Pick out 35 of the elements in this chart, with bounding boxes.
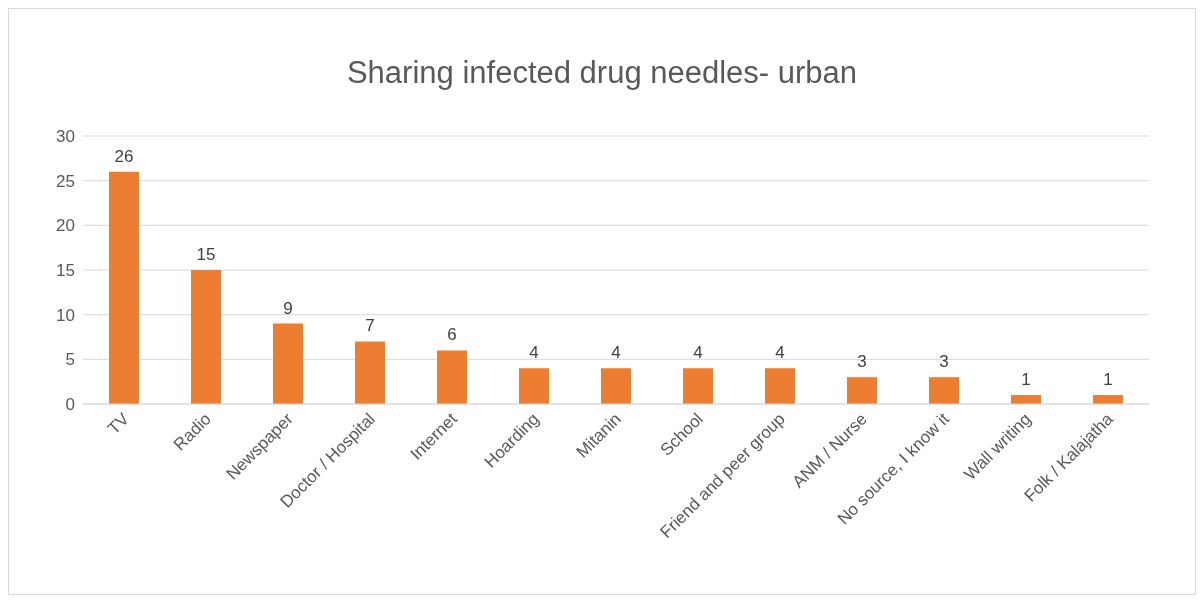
y-tick-label: 30 bbox=[56, 127, 75, 147]
bar bbox=[273, 323, 303, 404]
bar bbox=[683, 368, 713, 404]
bar bbox=[765, 368, 795, 404]
data-label: 3 bbox=[939, 352, 949, 372]
data-label: 6 bbox=[447, 325, 457, 345]
data-label: 4 bbox=[693, 343, 703, 363]
data-label: 7 bbox=[365, 316, 375, 336]
data-label: 3 bbox=[857, 352, 867, 372]
data-label: 1 bbox=[1103, 370, 1113, 390]
y-tick-label: 0 bbox=[65, 395, 75, 415]
y-tick-label: 10 bbox=[56, 305, 75, 325]
bar bbox=[1093, 395, 1123, 404]
y-tick-label: 25 bbox=[56, 171, 75, 191]
data-label: 4 bbox=[611, 343, 621, 363]
bar bbox=[1011, 395, 1041, 404]
bar bbox=[109, 171, 139, 404]
y-tick-label: 20 bbox=[56, 216, 75, 236]
bar bbox=[437, 350, 467, 404]
y-tick-label: 15 bbox=[56, 261, 75, 281]
bar bbox=[929, 377, 959, 404]
data-label: 9 bbox=[283, 298, 293, 318]
y-tick-label: 5 bbox=[65, 350, 75, 370]
data-label: 4 bbox=[775, 343, 785, 363]
data-label: 26 bbox=[114, 146, 134, 166]
data-label: 4 bbox=[529, 343, 539, 363]
data-label: 1 bbox=[1021, 370, 1031, 390]
x-tick-label: TV bbox=[104, 408, 134, 439]
data-label: 15 bbox=[196, 245, 216, 264]
bar bbox=[519, 368, 549, 404]
chart-title: Sharing infected drug needles- urban bbox=[345, 55, 859, 91]
bar bbox=[601, 368, 631, 404]
bar bbox=[191, 270, 221, 404]
bar bbox=[847, 377, 877, 404]
bar bbox=[355, 341, 385, 404]
